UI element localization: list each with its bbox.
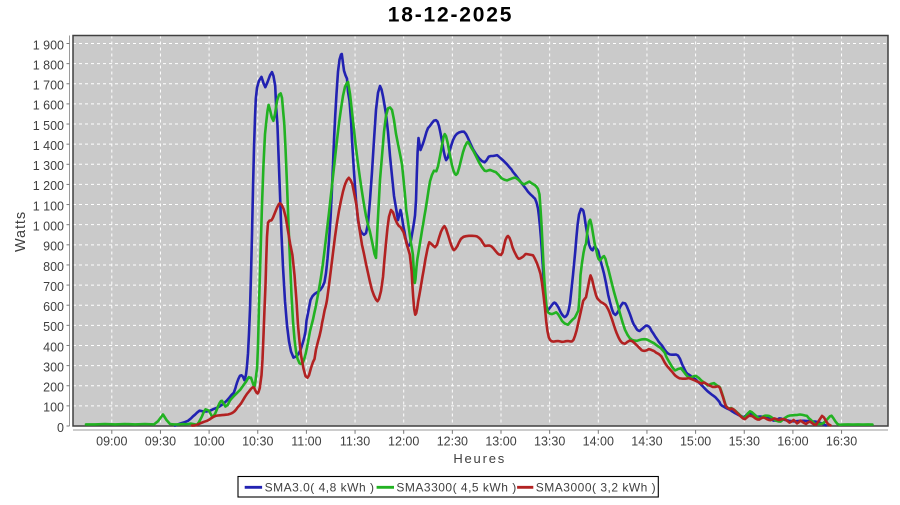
svg-text:15:30: 15:30 [729,435,760,449]
svg-text:11:30: 11:30 [340,435,370,449]
svg-text:Watts: Watts [13,211,29,252]
svg-text:13:30: 13:30 [534,435,565,449]
svg-text:1 400: 1 400 [33,139,64,153]
svg-text:16:30: 16:30 [826,435,857,449]
svg-text:500: 500 [43,320,64,334]
svg-text:14:30: 14:30 [631,435,662,449]
svg-text:12:30: 12:30 [437,435,468,449]
svg-text:200: 200 [43,381,64,395]
svg-text:10:00: 10:00 [193,435,224,449]
svg-text:12:00: 12:00 [388,435,419,449]
svg-text:1 500: 1 500 [33,119,64,133]
svg-text:1 900: 1 900 [33,38,64,52]
svg-text:1 200: 1 200 [33,179,64,193]
svg-text:0: 0 [57,421,64,435]
svg-text:1 600: 1 600 [33,99,64,113]
svg-text:300: 300 [43,360,64,374]
svg-text:Heures: Heures [453,451,506,466]
svg-text:16:00: 16:00 [777,435,808,449]
svg-text:700: 700 [43,280,64,294]
svg-text:09:30: 09:30 [145,435,176,449]
svg-text:SMA3000( 3,2 kWh ): SMA3000( 3,2 kWh ) [536,480,656,494]
svg-text:400: 400 [43,340,64,354]
svg-text:11:00: 11:00 [291,435,321,449]
svg-text:1 000: 1 000 [33,219,64,233]
svg-text:10:30: 10:30 [242,435,273,449]
svg-text:09:00: 09:00 [96,435,127,449]
svg-text:SMA3300( 4,5 kWh ): SMA3300( 4,5 kWh ) [396,480,516,494]
svg-text:100: 100 [43,401,64,415]
svg-text:1 700: 1 700 [33,79,64,93]
svg-text:600: 600 [43,300,64,314]
svg-text:1 100: 1 100 [33,199,64,213]
svg-text:13:00: 13:00 [485,435,516,449]
svg-text:1 800: 1 800 [33,58,64,72]
svg-text:14:00: 14:00 [583,435,614,449]
svg-text:15:00: 15:00 [680,435,711,449]
svg-text:900: 900 [43,240,64,254]
svg-text:800: 800 [43,260,64,274]
svg-text:1 300: 1 300 [33,159,64,173]
svg-text:18-12-2025: 18-12-2025 [388,4,513,27]
svg-text:SMA3.0( 4,8 kWh ): SMA3.0( 4,8 kWh ) [265,480,375,494]
